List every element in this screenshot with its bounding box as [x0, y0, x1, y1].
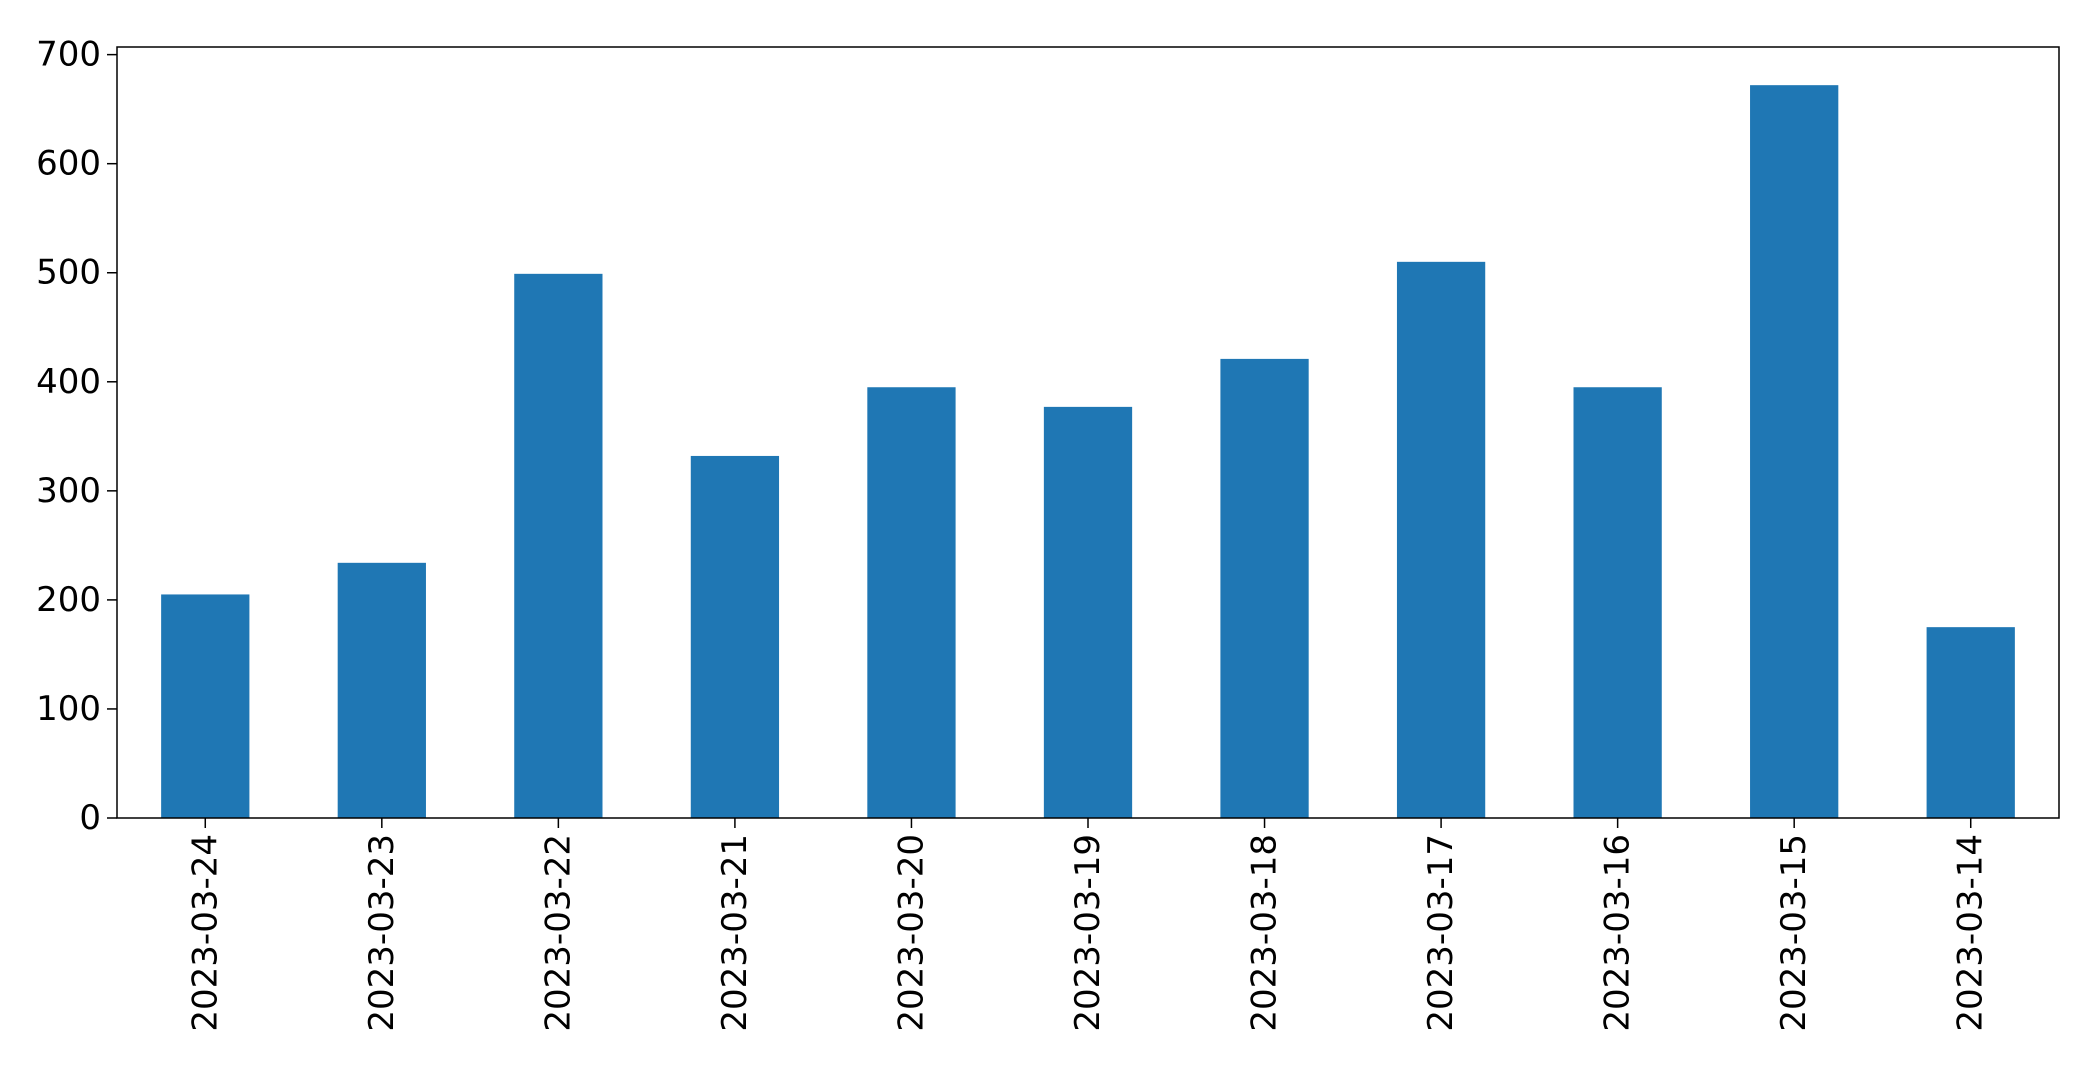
bar-2023-03-22: [514, 273, 603, 818]
bar-2023-03-18: [1220, 358, 1309, 818]
y-tick-label: 700: [36, 35, 101, 75]
x-tick-label: 2023-03-17: [1421, 834, 1461, 1032]
y-tick-label: 400: [36, 362, 101, 402]
y-axis: 0 100 200 300 400 500 600 700: [36, 35, 117, 838]
x-tick-label: 2023-03-18: [1245, 834, 1285, 1032]
x-tick-label: 2023-03-24: [185, 834, 225, 1032]
bar-2023-03-19: [1043, 406, 1133, 818]
x-tick-label: 2023-03-15: [1774, 834, 1814, 1032]
x-tick-label: 2023-03-23: [362, 834, 402, 1032]
x-tick-label: 2023-03-14: [1951, 834, 1991, 1032]
bar-2023-03-21: [690, 455, 780, 818]
y-tick-label: 100: [36, 689, 101, 729]
bar-2023-03-15: [1750, 85, 1839, 818]
x-tick-label: 2023-03-22: [538, 834, 578, 1032]
y-tick-label: 500: [36, 253, 101, 293]
x-tick-label: 2023-03-16: [1598, 834, 1638, 1032]
bar-2023-03-24: [161, 594, 250, 818]
bar-2023-03-20: [867, 387, 956, 818]
plot-area-frame: [116, 46, 2060, 819]
bar-2023-03-16: [1573, 387, 1662, 818]
bar-2023-03-23: [337, 562, 426, 818]
x-tick-label: 2023-03-19: [1068, 834, 1108, 1032]
bar-2023-03-17: [1396, 261, 1486, 818]
bars-layer: [161, 85, 2015, 818]
y-tick-label: 600: [36, 144, 101, 184]
y-tick-label: 0: [79, 798, 101, 838]
bar-2023-03-14: [1926, 627, 2015, 818]
x-tick-label: 2023-03-20: [891, 834, 931, 1032]
y-tick-label: 200: [36, 580, 101, 620]
y-tick-label: 300: [36, 471, 101, 511]
x-tick-label: 2023-03-21: [715, 834, 755, 1032]
x-axis: 2023-03-24 2023-03-23 2023-03-22 2023-03-21…: [185, 818, 1991, 1032]
